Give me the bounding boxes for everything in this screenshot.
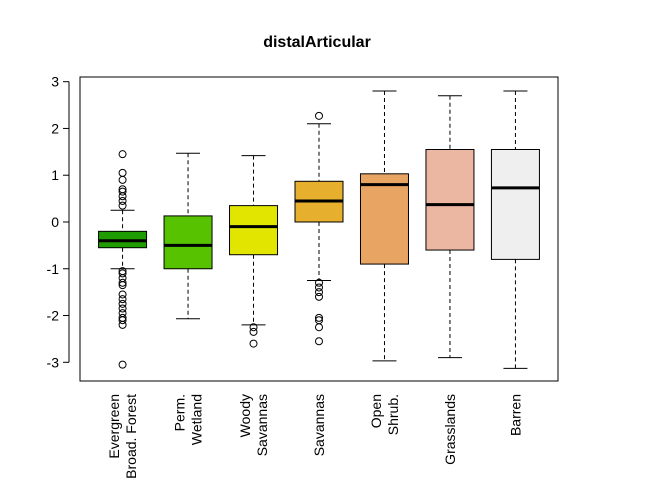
box-group [490,90,540,369]
y-tick-label: 1 [51,167,59,183]
outlier-point [118,290,127,299]
outlier-point [118,187,127,196]
box-iqr [163,215,213,270]
box-iqr [425,148,475,251]
x-tick-label-line: Perm. [172,394,188,431]
outlier-point [315,278,323,287]
box-iqr [490,148,540,260]
outlier-point [118,269,127,278]
x-tick-label-line: Savannas [311,394,327,456]
box-group [359,90,409,362]
y-tick-label: -2 [47,308,60,324]
outlier-point [118,168,127,177]
outlier-point [315,337,323,346]
x-tick-label: Perm. Wetland [172,394,205,445]
box-iqr [359,173,409,265]
box-group [294,111,344,346]
x-tick-label-line: Grasslands [442,394,458,465]
y-tick-label: 0 [51,214,59,230]
outlier-point [118,201,127,210]
outlier-point [118,295,127,304]
box-group [229,155,279,348]
x-tick-label-line: Broad. Forest [123,394,139,479]
outlier-point [315,323,323,332]
x-tick-label-line: Open [368,394,384,428]
x-tick-label-line: Wetland [189,394,205,445]
outlier-point [118,316,127,325]
box-group [163,152,213,320]
outlier-point [315,313,323,322]
x-tick-label-line: Shrub. [385,394,401,435]
x-tick-label: Barren [507,394,523,436]
boxes-layer [98,90,540,369]
chart-title: distalArticular [263,34,371,51]
y-tick-label: 2 [51,120,59,136]
x-tick-label: Woody Savannas [237,394,270,456]
outlier-point [249,339,258,348]
outlier-point [118,299,127,308]
x-tick-label: Grasslands [442,394,458,465]
box-group [98,150,148,369]
outlier-point [249,327,258,336]
outlier-point [118,304,127,313]
outlier-point [315,111,323,120]
outlier-point [249,323,258,332]
plot-frame [79,76,559,382]
outlier-point [118,175,127,184]
outlier-point [315,292,323,301]
outlier-point [118,278,127,287]
outlier-point [315,288,323,297]
outlier-point [118,281,127,290]
x-tick-label: Savannas [311,394,327,456]
x-tick-label: Evergreen Broad. Forest [106,394,139,479]
outlier-point [118,360,127,369]
outlier-point [118,196,127,205]
box-group [425,95,475,359]
outlier-point [118,192,127,201]
x-tick-label-line: Woody [237,394,253,437]
y-tick-label: -3 [47,354,60,370]
x-axis-labels: Evergreen Broad. Forest Perm. Wetland Woody S… [106,394,523,479]
x-tick-label-line: Savannas [254,394,270,456]
box-iqr [229,205,279,256]
outlier-point [315,283,323,292]
y-tick-label: 3 [51,74,59,90]
outlier-point [118,320,127,329]
x-tick-label-line: Barren [507,394,523,436]
x-tick-label-line: Evergreen [106,394,122,459]
x-tick-label: Open Shrub. [368,394,401,435]
y-axis: -3 -2 -1 0 1 2 3 [47,74,70,370]
outlier-point [118,150,127,159]
y-tick-label: -1 [47,261,60,277]
